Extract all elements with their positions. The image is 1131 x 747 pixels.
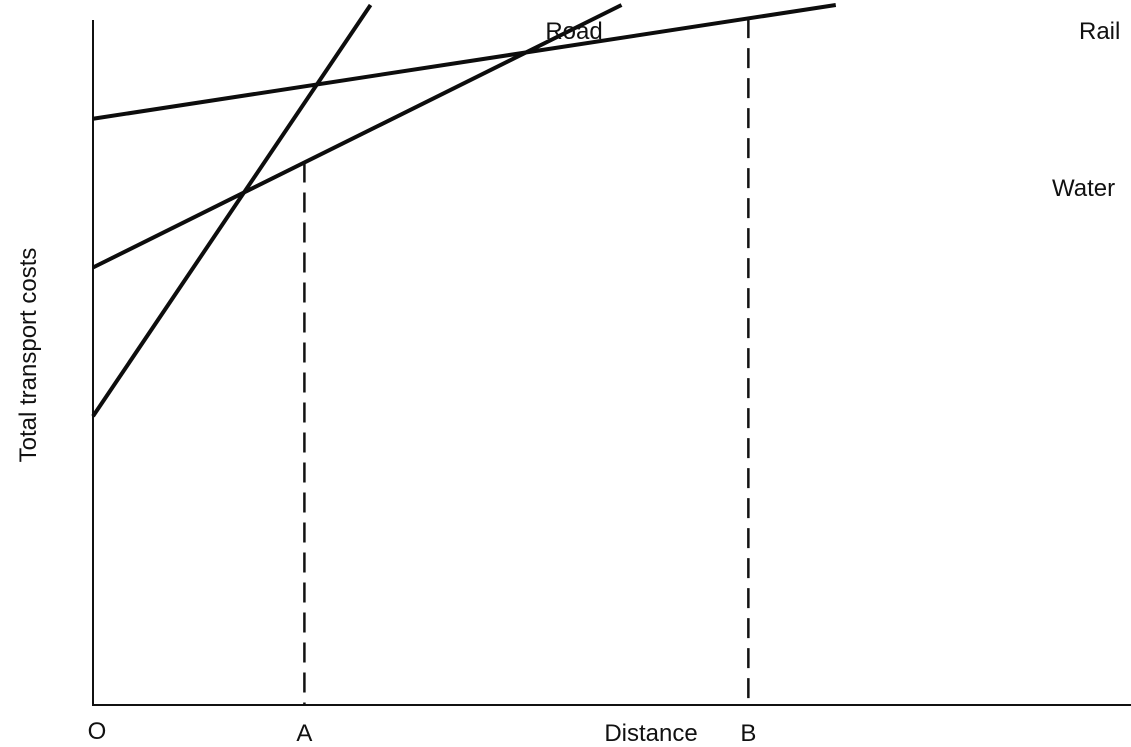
x-axis-label: Distance: [604, 720, 697, 747]
y-axis-label: Total transport costs: [15, 248, 42, 463]
series-line-rail: [92, 3, 623, 270]
series-label-road: Road: [545, 18, 602, 45]
label-layer: Road Rail Water A B: [296, 18, 1120, 747]
x-tick-label-a: A: [296, 720, 312, 747]
series-layer: [91, 3, 837, 418]
series-label-rail: Rail: [1079, 18, 1120, 45]
series-line-water: [92, 3, 837, 121]
guide-layer: [303, 18, 750, 705]
origin-label: O: [88, 718, 107, 745]
x-tick-label-b: B: [740, 720, 756, 747]
series-line-road: [91, 3, 373, 418]
series-label-water: Water: [1052, 175, 1115, 202]
